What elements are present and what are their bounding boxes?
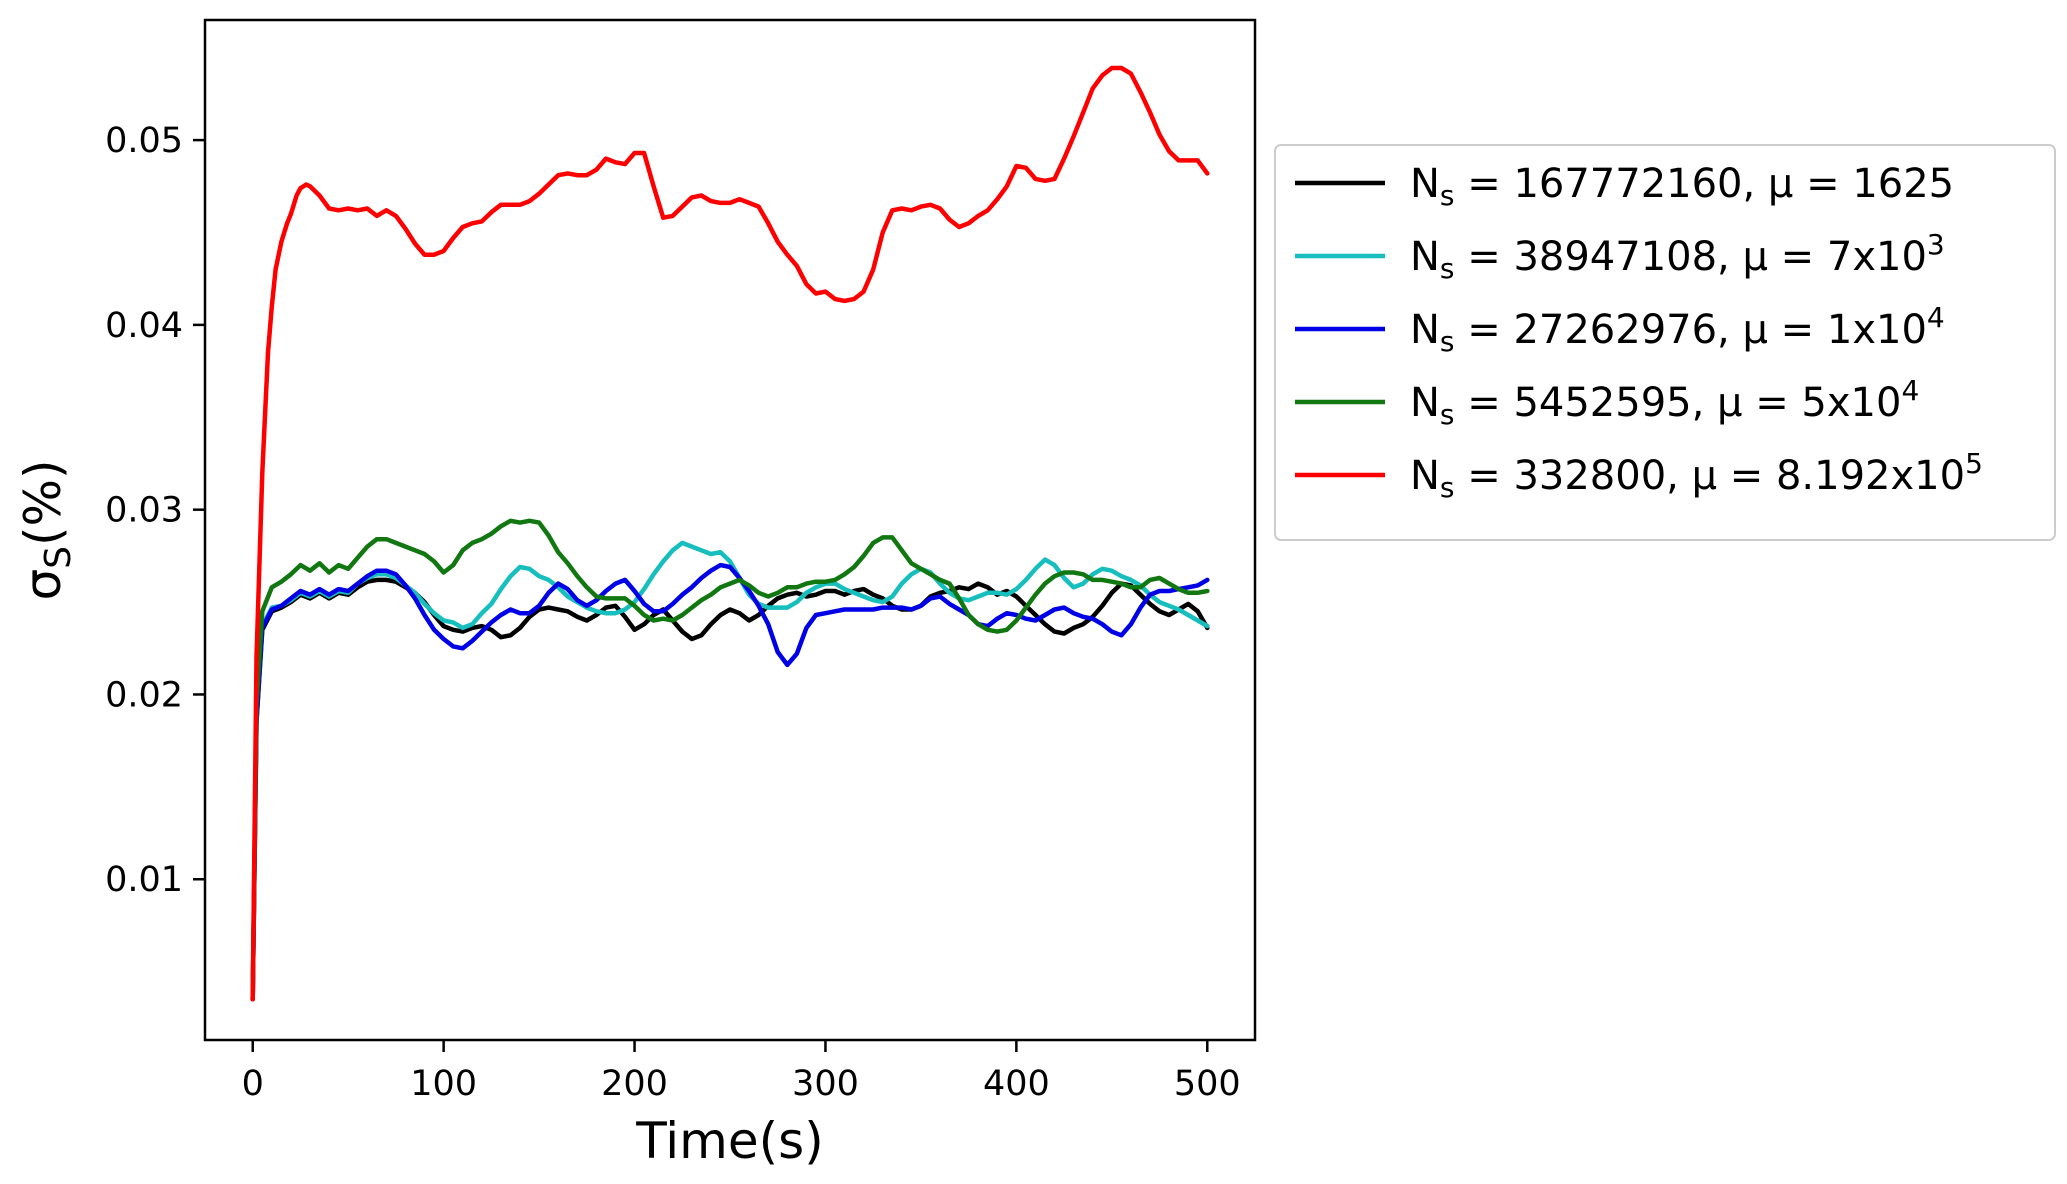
legend-equation: = 38947108, μ = 7x10: [1455, 234, 1927, 280]
legend-entry-1: Ns = 167772160, μ = 1625: [1410, 161, 1954, 212]
legend-equation: = 27262976, μ = 1x10: [1455, 307, 1927, 353]
legend-n: N: [1410, 234, 1440, 280]
y-tick-label: 0.05: [105, 121, 183, 161]
legend-n-subscript: s: [1440, 252, 1455, 285]
x-tick-label: 100: [410, 1064, 477, 1104]
series-line-5: [250, 65, 1210, 1002]
legend-box: [1274, 144, 2056, 541]
legend-n-subscript: s: [1440, 398, 1455, 431]
legend-equation: = 5452595, μ = 5x10: [1455, 380, 1902, 426]
y-axis-label: σS(%): [14, 459, 79, 600]
legend-n: N: [1410, 453, 1440, 499]
x-axis-label: Time(s): [635, 1112, 823, 1170]
series-line-3: [250, 562, 1210, 1002]
x-tick-label: 300: [792, 1064, 859, 1104]
legend-n-subscript: s: [1440, 471, 1455, 504]
legend-entry-3: Ns = 27262976, μ = 1x104: [1410, 301, 1945, 358]
y-axis-label-main: σ: [14, 569, 72, 601]
y-tick-label: 0.03: [105, 491, 183, 531]
legend-exponent: 4: [1927, 301, 1945, 334]
legend-n-subscript: s: [1440, 179, 1455, 212]
x-tick-label: 400: [983, 1064, 1050, 1104]
y-tick-label: 0.01: [105, 860, 183, 900]
legend-equation: = 167772160, μ = 1625: [1455, 161, 1955, 207]
plot-lines: [250, 65, 1210, 1002]
y-axis-label-subscript: S: [38, 546, 79, 569]
x-axis-ticks: 0 100 200 300 400 500: [242, 1040, 1241, 1104]
legend-n: N: [1410, 380, 1440, 426]
legend-entry-4: Ns = 5452595, μ = 5x104: [1410, 374, 1919, 431]
y-axis-label-suffix: (%): [14, 459, 72, 546]
legend-exponent: 3: [1927, 228, 1945, 261]
x-tick-label: 0: [242, 1064, 264, 1104]
legend-n: N: [1410, 161, 1440, 207]
y-axis-ticks: 0.01 0.02 0.03 0.04 0.05: [105, 121, 205, 900]
legend-exponent: 5: [1965, 447, 1983, 480]
series-line-4: [250, 518, 1210, 1002]
legend-n: N: [1410, 307, 1440, 353]
x-tick-label: 200: [601, 1064, 668, 1104]
legend-exponent: 4: [1901, 374, 1919, 407]
x-tick-label: 500: [1174, 1064, 1241, 1104]
legend-n-subscript: s: [1440, 325, 1455, 358]
legend-entry-2: Ns = 38947108, μ = 7x103: [1410, 228, 1945, 285]
y-tick-label: 0.02: [105, 675, 183, 715]
legend-equation: = 332800, μ = 8.192x10: [1455, 453, 1966, 499]
y-tick-label: 0.04: [105, 306, 183, 346]
plot-frame: [203, 18, 1257, 1042]
legend-entry-5: Ns = 332800, μ = 8.192x105: [1410, 447, 1983, 504]
